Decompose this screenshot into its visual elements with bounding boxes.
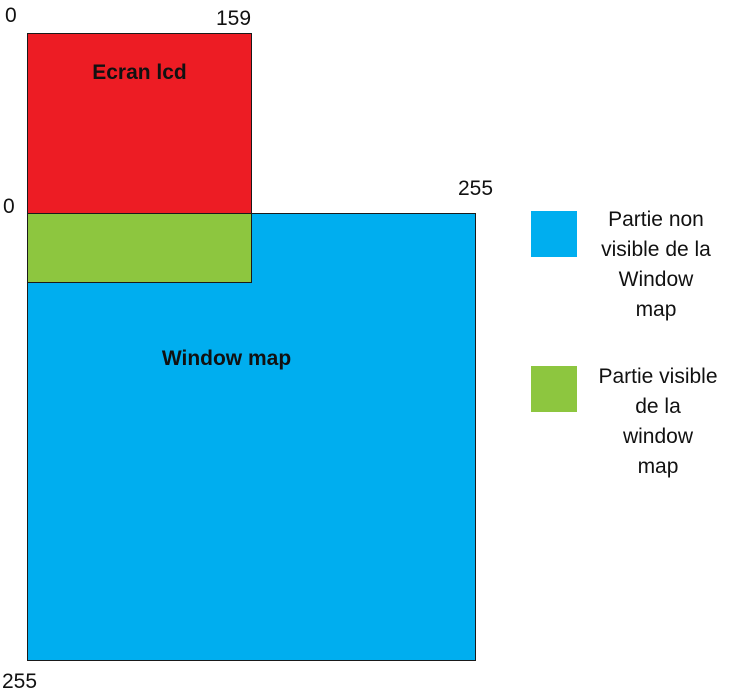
legend-line: Window [618, 268, 694, 291]
window-map-title: Window map [161, 347, 292, 370]
lcd-width-label: 159 [216, 7, 252, 30]
legend-swatch-not-visible [531, 211, 577, 257]
window-height-label: 255 [2, 670, 38, 693]
window-width-label: 255 [458, 177, 494, 200]
legend-line: Partie non [608, 208, 704, 231]
visible-window-area [27, 213, 252, 283]
legend-line: visible de la [601, 238, 711, 261]
window-map-area [27, 213, 476, 661]
legend-label-not-visible: Partie non visible de la Window map [586, 205, 726, 325]
lcd-title: Ecran lcd [92, 61, 187, 84]
legend-line: map [637, 455, 679, 478]
legend-line: Partie visible [598, 365, 718, 388]
legend-line: window [622, 425, 694, 448]
legend-line: de la [635, 395, 681, 418]
window-origin-label: 0 [3, 195, 15, 218]
lcd-screen-area [27, 33, 252, 214]
lcd-origin-label: 0 [5, 4, 17, 27]
legend-label-visible: Partie visible de la window map [586, 362, 730, 482]
legend-swatch-visible [531, 366, 577, 412]
legend-line: map [635, 298, 677, 321]
